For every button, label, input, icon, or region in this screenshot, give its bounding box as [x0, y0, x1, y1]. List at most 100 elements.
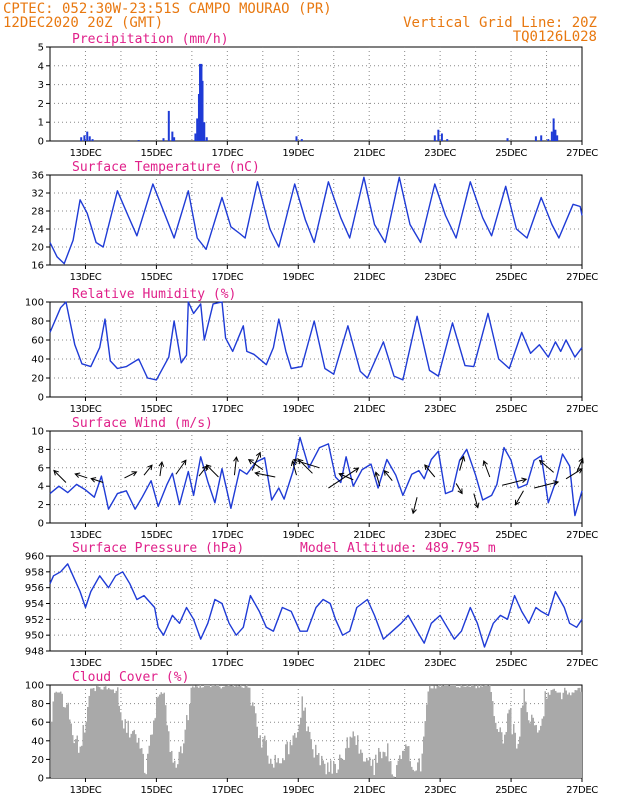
y-tick-label: 2: [38, 500, 44, 511]
cloud-bar: [328, 771, 330, 778]
date-label: 21DEC: [353, 785, 385, 796]
cloud-bar: [540, 725, 542, 778]
y-tick-label: 950: [25, 631, 44, 642]
cloud-bar: [346, 737, 348, 778]
cloud-bar: [351, 737, 353, 778]
wind-arrow: [424, 464, 436, 478]
cloud-bar: [178, 751, 180, 778]
cloud-bar: [448, 685, 450, 778]
cloud-bar: [576, 690, 578, 778]
date-label: 23DEC: [424, 272, 456, 283]
cloud-bar: [393, 776, 395, 778]
cloud-bar: [147, 753, 149, 778]
cloud-bar: [135, 734, 137, 778]
y-tick-label: 8: [38, 445, 44, 456]
cloud-bar: [475, 688, 477, 778]
cloud-bar: [411, 766, 413, 778]
cloud-bar: [307, 726, 309, 778]
cloud-bar: [301, 696, 303, 778]
cloud-bar: [162, 693, 164, 778]
precip-bar: [167, 110, 170, 141]
cloud-bar: [235, 685, 237, 778]
date-label: 17DEC: [211, 404, 243, 415]
cloud-bar: [136, 742, 138, 778]
cloud-bar: [165, 705, 167, 778]
cloud-bar: [447, 685, 449, 778]
wind-arrow: [248, 459, 264, 471]
y-tick-label: 958: [25, 567, 44, 578]
date-label: 21DEC: [353, 148, 385, 159]
panel-title: Cloud Cover (%): [72, 670, 189, 685]
wind-arrow-head: [383, 469, 390, 476]
cloud-bar: [310, 739, 312, 778]
y-tick-label: 0: [38, 519, 44, 530]
cloud-bar: [472, 685, 474, 778]
cloud-bar: [525, 701, 527, 778]
cloud-bar: [54, 692, 56, 778]
cloud-bar: [289, 741, 291, 778]
cloud-bar: [372, 759, 374, 778]
cloud-bar: [169, 751, 171, 778]
date-label: 27DEC: [566, 148, 598, 159]
precip-bar: [440, 133, 443, 141]
cloud-bar: [121, 720, 123, 778]
cloud-bar: [154, 718, 156, 778]
cloud-bar: [292, 735, 294, 778]
wind-arrow: [565, 468, 583, 480]
cloud-bar: [504, 734, 506, 778]
cloud-bar: [171, 750, 173, 778]
cloud-bar: [216, 685, 218, 778]
cloud-bar: [348, 747, 350, 778]
date-label: 27DEC: [566, 658, 598, 669]
cloud-bar: [105, 686, 107, 778]
cloud-bar: [117, 687, 119, 778]
cloud-bar: [193, 687, 195, 778]
cloud-bar: [195, 685, 197, 778]
cloud-bar: [100, 689, 102, 778]
precip-bar: [201, 80, 204, 141]
cloud-bar: [295, 737, 297, 778]
wind-arrow: [483, 460, 491, 478]
cloud-bar: [219, 686, 221, 778]
series-line: [49, 301, 583, 381]
cloud-bar: [297, 732, 299, 778]
cloud-bar: [486, 685, 488, 778]
cloud-bar: [424, 721, 426, 778]
wind-arrow: [124, 471, 137, 479]
date-label: 21DEC: [353, 530, 385, 541]
cloud-bar: [565, 690, 567, 778]
cloud-bar: [412, 769, 414, 778]
cloud-bar: [60, 691, 62, 778]
cloud-bar: [340, 757, 342, 778]
panel-subtitle: Model Altitude: 489.795 m: [300, 541, 496, 556]
panel-3: 0 2 4 6 8 10 13DEC 15DEC 17DEC 19DEC 21DEC 23DEC 25D…: [31, 416, 598, 541]
cloud-bar: [534, 725, 536, 778]
wind-arrow-head: [292, 458, 299, 464]
cloud-bar: [385, 756, 387, 778]
cloud-bar: [562, 692, 564, 778]
cloud-bar: [208, 685, 210, 778]
cloud-bar: [418, 758, 420, 778]
cloud-bar: [78, 752, 80, 778]
cloud-bar: [369, 757, 371, 778]
cloud-bar: [214, 686, 216, 778]
header-station-line: CPTEC: 052:30W-23:51S CAMPO MOURAO (PR): [3, 1, 332, 17]
cloud-bar: [357, 735, 359, 778]
panel-title: Surface Wind (m/s): [72, 416, 213, 431]
cloud-bar: [211, 685, 213, 778]
cloud-bar: [199, 685, 201, 778]
precip-bar: [162, 138, 165, 141]
cloud-bar: [141, 748, 143, 778]
cloud-bar: [402, 750, 404, 778]
cloud-bar: [148, 745, 150, 778]
cloud-bar: [415, 770, 417, 778]
cloud-bar: [457, 687, 459, 778]
plot-frame: [49, 46, 583, 142]
wind-arrow: [251, 452, 261, 471]
wind-arrow: [539, 460, 554, 473]
y-tick-label: 16: [31, 261, 44, 272]
header-grid-line-note: Vertical Grid Line: 20Z: [403, 15, 597, 31]
wind-arrow: [412, 497, 418, 514]
cloud-bar: [544, 691, 546, 778]
cloud-bar: [159, 694, 161, 778]
